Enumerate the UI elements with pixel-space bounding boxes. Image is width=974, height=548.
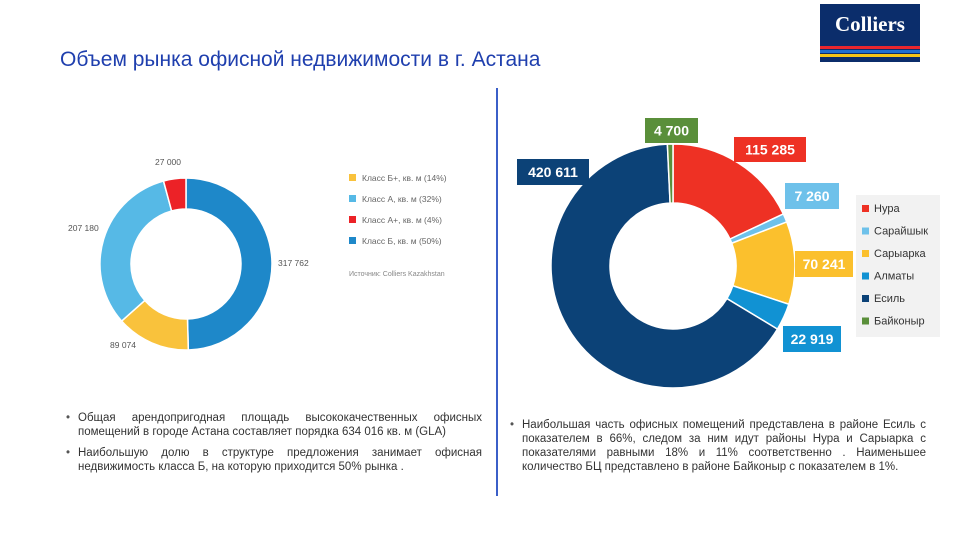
legend-swatch-3 (349, 237, 356, 244)
slice-label-0: 89 074 (110, 340, 136, 350)
value-box-4 (517, 159, 589, 185)
value-box-1 (785, 183, 839, 209)
left-bullet-2: Наибольшую долю в структуре предложения … (66, 446, 482, 474)
slice-label-2: 27 000 (155, 157, 181, 167)
slice-Байконыр (666, 143, 674, 204)
value-box-3 (783, 326, 841, 352)
legend-panel (856, 195, 940, 337)
value-label-2: 70 241 (803, 256, 846, 272)
legend-swatch-0 (349, 174, 356, 181)
right-bullet-1: Наибольшая часть офисных помещений предс… (510, 418, 926, 474)
colliers-logo: Colliers (820, 4, 920, 62)
logo-stripe-red (820, 46, 920, 49)
slice-Есиль (550, 143, 779, 389)
page-title: Объем рынка офисной недвижимости в г. Ас… (60, 48, 541, 71)
legend-label-0: Класс Б+, кв. м (14%) (362, 173, 447, 183)
legend-swatch-1 (349, 195, 356, 202)
left-bullet-1: Общая арендопригодная площадь высококаче… (66, 411, 482, 439)
legend-swatch-1 (862, 227, 869, 235)
value-label-1: 7 260 (794, 188, 829, 204)
logo-text: Colliers (835, 12, 905, 36)
value-box-5 (645, 118, 698, 143)
legend-label-2: Класс А+, кв. м (4%) (362, 215, 442, 225)
value-box-2 (795, 251, 853, 277)
legend-swatch-2 (862, 250, 869, 257)
chart-district-structure: 115 285 7 260 70 241 22 919 420 611 4 700 Нура… (517, 118, 940, 389)
legend-swatch-0 (862, 205, 869, 212)
legend-swatch-4 (862, 295, 869, 302)
legend-swatch-2 (349, 216, 356, 223)
legend-label-3: Класс Б, кв. м (50%) (362, 236, 442, 246)
value-label-3: 22 919 (791, 331, 834, 347)
value-box-0 (734, 137, 806, 162)
left-bullets: Общая арендопригодная площадь высококаче… (62, 411, 482, 481)
slice-3 (185, 177, 273, 351)
slice-label-1: 207 180 (68, 223, 99, 233)
logo-stripe-yellow (820, 54, 920, 57)
value-label-5: 4 700 (654, 123, 689, 139)
legend-label-1: Сарайшык (874, 226, 928, 238)
slice-2 (162, 177, 187, 212)
vertical-divider (496, 88, 498, 496)
legend-label-1: Класс А, кв. м (32%) (362, 194, 442, 204)
legend-label-3: Алматы (874, 271, 914, 283)
legend-label-4: Есиль (874, 293, 905, 305)
value-label-0: 115 285 (745, 142, 795, 158)
legend-label-5: Байконыр (874, 316, 925, 328)
slice-label-3: 317 762 (278, 258, 309, 268)
chart-class-structure: 317 762 89 074 207 180 27 000 Класс Б+, кв. … (68, 157, 447, 351)
value-label-4: 420 611 (528, 164, 578, 180)
legend-swatch-5 (862, 317, 869, 325)
right-bullets: Наибольшая часть офисных помещений предс… (506, 418, 926, 481)
slice-1 (99, 180, 173, 323)
legend-label-2: Сарыарка (874, 248, 926, 260)
logo-stripe-blue (820, 50, 920, 53)
legend-swatch-3 (862, 272, 869, 280)
legend-label-0: Нура (874, 203, 900, 215)
chart-source: Источник: Colliers Kazakhstan (349, 271, 445, 278)
